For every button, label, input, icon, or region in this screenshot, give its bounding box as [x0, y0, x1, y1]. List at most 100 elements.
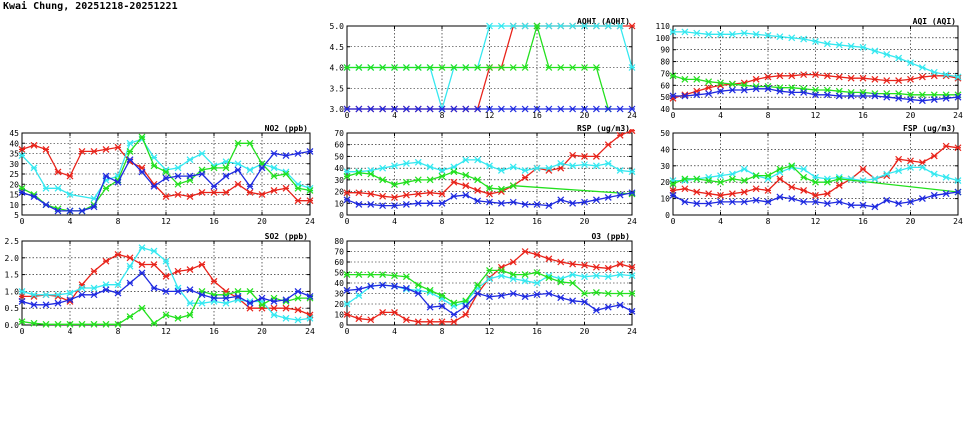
fsp-series-blue-point — [693, 200, 701, 207]
page-title: Kwai Chung, 20251218-20251221 — [3, 1, 178, 12]
aqi-series-cyan-point — [883, 51, 891, 58]
so2-series-blue-point — [270, 298, 278, 305]
rsp-series-red-point — [426, 189, 434, 197]
o3-series-red-point — [402, 316, 410, 324]
aqi-series-blue-point — [859, 92, 867, 100]
no2-series-red-point — [102, 145, 110, 153]
aqi-series-cyan-point — [812, 37, 819, 45]
no2-series-green-point — [138, 133, 146, 141]
aqi-x-tick-label: 8 — [766, 111, 771, 120]
aqhi-series-blue-point — [486, 105, 493, 113]
fsp-x-tick-label: 20 — [906, 217, 916, 226]
so2-series-green-point — [102, 320, 110, 328]
aqhi-chart: 0 4 8 12 16 20 24 3.0 3.5 4.0 4.5 5.0 AQHI (AQHI) — [330, 17, 637, 120]
aqi-series-red-point — [883, 77, 891, 84]
o3-y-tick-label: 40 — [334, 279, 344, 288]
fsp-series-blue-point — [907, 198, 914, 206]
aqi-series-cyan-point — [740, 29, 748, 37]
rsp-series-blue-point — [497, 199, 505, 207]
aqhi-series-red-point — [628, 22, 636, 30]
rsp-series-red-point — [450, 178, 458, 186]
aqhi-series-cyan-point — [616, 22, 624, 30]
rsp-series-blue-point — [521, 201, 529, 208]
no2-series-blue-point — [198, 170, 206, 178]
rsp-series-cyan-point — [486, 162, 493, 170]
o3-series-blue-point — [391, 282, 398, 290]
o3-series-cyan-point — [450, 302, 458, 310]
aqhi-series-green-point — [438, 64, 446, 71]
rsp-x-tick-label: 16 — [532, 217, 542, 226]
o3-series-blue-point — [497, 292, 505, 300]
so2-series-blue-point — [222, 294, 230, 302]
rsp-series-green-point — [391, 181, 398, 188]
o3-series-red-point — [533, 251, 541, 259]
rsp-series-red-point — [592, 153, 600, 160]
fsp-series-green-point — [728, 175, 736, 183]
rsp-series-green-point — [474, 176, 482, 184]
aqi-series-cyan-point — [693, 29, 701, 37]
o3-x-tick-label: 12 — [485, 327, 495, 336]
aqi-x-tick-label: 0 — [671, 111, 676, 120]
aqi-series-cyan-point — [776, 33, 784, 41]
rsp-series-green-point — [509, 182, 517, 190]
rsp-series-blue-point — [569, 199, 577, 207]
rsp-series-green-point — [462, 171, 470, 179]
fsp-series-green-point — [705, 177, 713, 184]
aqhi-series-green-point — [557, 64, 565, 71]
rsp-series-cyan-point — [592, 162, 600, 170]
o3-series-red-point — [355, 315, 363, 323]
aqhi-series-blue-point — [569, 105, 577, 113]
fsp-x-tick-label: 16 — [858, 217, 868, 226]
so2-series-cyan-point — [42, 291, 50, 299]
aqi-x-tick-label: 4 — [718, 111, 723, 120]
fsp-series-red-point — [669, 186, 677, 194]
aqi-series-blue-point — [954, 93, 962, 101]
rsp-series-cyan-point — [581, 161, 588, 169]
so2-series-green-point — [138, 304, 146, 312]
so2-series-red-point — [210, 277, 218, 285]
rsp-series-blue-point — [379, 202, 387, 210]
o3-series-green-point — [569, 279, 577, 287]
fsp-y-tick-label: 40 — [660, 145, 670, 154]
so2-series-blue-point — [90, 291, 98, 299]
rsp-series-cyan-point — [545, 164, 553, 172]
so2-series-cyan-point — [66, 289, 74, 297]
so2-series-cyan-point — [78, 284, 86, 292]
o3-series-red-point — [450, 318, 458, 326]
o3-series-red-point — [592, 263, 600, 271]
so2-series-cyan-point — [90, 284, 98, 292]
o3-series-red-point — [509, 258, 517, 266]
aqhi-series-blue-point — [414, 105, 422, 113]
rsp-series-green-point — [450, 168, 458, 176]
aqi-x-tick-label: 12 — [811, 111, 821, 120]
aqi-series-blue — [669, 85, 962, 105]
fsp-series-blue-point — [752, 196, 760, 204]
o3-series-cyan-point — [521, 277, 529, 285]
rsp-series-cyan-point — [474, 156, 482, 164]
aqhi-series-blue-point — [462, 105, 470, 113]
aqi-series-red-point — [812, 71, 819, 79]
rsp-series-green-line — [346, 171, 633, 195]
no2-x-tick-label: 4 — [68, 217, 73, 226]
aqi-series-blue-point — [740, 86, 748, 94]
rsp-series-red-point — [379, 192, 387, 200]
aqi-series-red-point — [752, 75, 760, 83]
rsp-series-blue-point — [628, 189, 636, 197]
aqi-series-blue-point — [717, 87, 724, 95]
aqhi-series-blue-point — [474, 105, 482, 113]
rsp-series-cyan-point — [379, 164, 387, 172]
so2-series-green-point — [78, 320, 86, 328]
rsp-series-blue-point — [545, 202, 553, 210]
o3-series-cyan-point — [569, 271, 577, 279]
rsp-series-cyan-point — [628, 168, 636, 176]
aqi-series-cyan-point — [728, 30, 736, 38]
fsp-series-blue-point — [823, 200, 831, 207]
so2-series-blue-point — [198, 291, 206, 299]
rsp-series-blue — [343, 189, 636, 210]
no2-series-green-point — [246, 139, 254, 147]
aqi-series-cyan-point — [907, 59, 914, 67]
no2-series-red-point — [282, 184, 290, 192]
aqi-series-blue-point — [776, 87, 784, 95]
no2-series-blue-point — [42, 201, 50, 209]
